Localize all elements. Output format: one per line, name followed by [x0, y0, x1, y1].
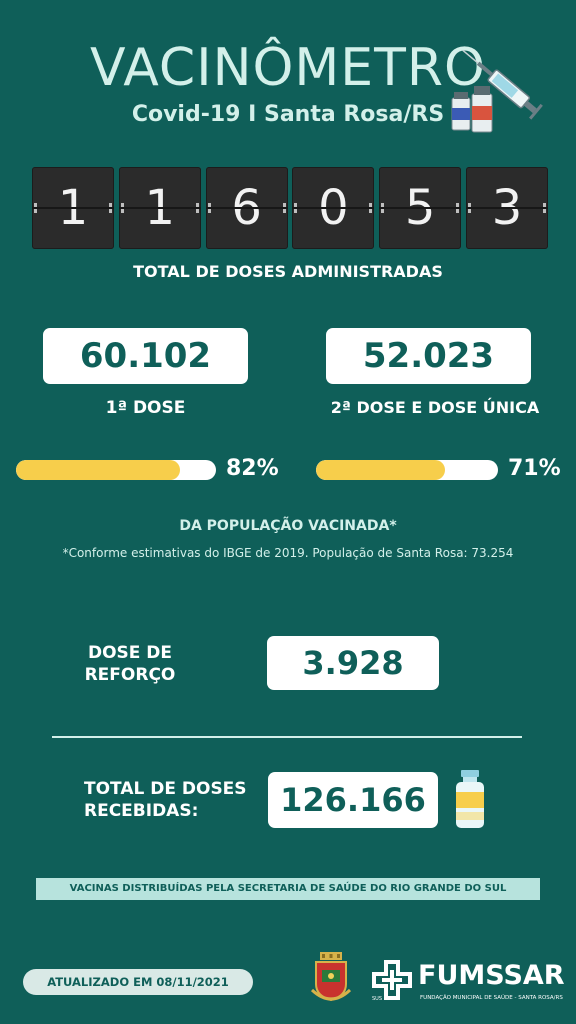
fumssar-cross-logo-icon	[372, 960, 412, 1000]
section-divider	[52, 736, 522, 738]
second-dose-label: 2ª DOSE E DOSE ÚNICA	[330, 398, 540, 417]
fumssar-subtitle: FUNDAÇÃO MUNICIPAL DE SAÚDE - SANTA ROSA…	[420, 995, 563, 1001]
city-coat-of-arms-icon	[310, 952, 352, 1002]
booster-label-line1: DOSE DE	[87, 643, 173, 663]
booster-value: 3.928	[267, 636, 439, 690]
booster-label: DOSE DE REFORÇO	[70, 642, 190, 686]
counter-digit: 6	[205, 167, 288, 249]
counter-digit: 0	[292, 167, 375, 249]
doses-counter: 1 1 6 0 5 3	[32, 167, 548, 249]
first-dose-value: 60.102	[43, 328, 248, 384]
counter-digit: 1	[32, 167, 114, 249]
distribution-banner: VACINAS DISTRIBUÍDAS PELA SECRETARIA DE …	[36, 878, 540, 900]
second-dose-progress-bar	[316, 460, 498, 480]
fumssar-logo-text: FUMSSAR	[418, 960, 565, 991]
second-dose-progress-fill	[316, 460, 446, 480]
total-doses-label: TOTAL DE DOSES ADMINISTRADAS	[133, 262, 443, 281]
sus-label: SUS	[372, 996, 383, 1002]
counter-digit: 5	[379, 167, 462, 249]
vaccine-vial-icon	[456, 770, 484, 828]
page-title: VACINÔMETRO	[90, 38, 486, 98]
counter-digit: 1	[118, 167, 201, 249]
received-label-line2: RECEBIDAS:	[84, 801, 199, 821]
second-dose-value: 52.023	[326, 328, 531, 384]
first-dose-label: 1ª DOSE	[105, 398, 186, 418]
booster-label-line2: REFORÇO	[84, 665, 176, 685]
received-label-line1: TOTAL DE DOSES	[84, 779, 247, 799]
ibge-footnote: *Conforme estimativas do IBGE de 2019. P…	[62, 546, 514, 560]
page-subtitle: Covid-19 I Santa Rosa/RS	[131, 102, 445, 127]
received-value: 126.166	[268, 772, 438, 828]
received-label: TOTAL DE DOSES RECEBIDAS:	[84, 778, 254, 822]
first-dose-progress-bar	[16, 460, 216, 480]
counter-digit: 3	[465, 167, 548, 249]
second-dose-percent: 71%	[508, 456, 561, 481]
syringe-vials-icon	[451, 49, 543, 133]
first-dose-percent: 82%	[226, 456, 279, 481]
population-vaccinated-label: DA POPULAÇÃO VACINADA*	[179, 518, 397, 534]
updated-date-badge: ATUALIZADO EM 08/11/2021	[23, 969, 253, 995]
first-dose-progress-fill	[16, 460, 180, 480]
